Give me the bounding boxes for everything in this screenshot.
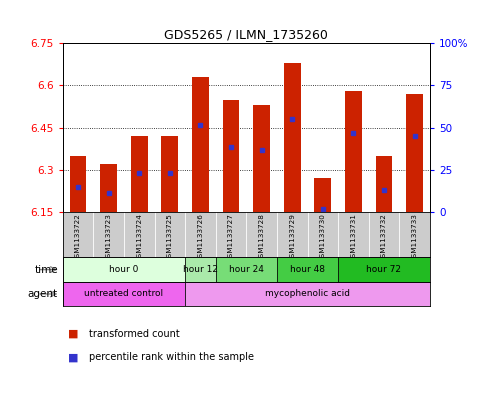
Bar [63,282,185,306]
Text: time: time [34,264,58,275]
Text: GSM1133728: GSM1133728 [258,213,265,263]
Text: mycophenolic acid: mycophenolic acid [265,290,350,298]
Text: hour 12: hour 12 [183,265,218,274]
Text: GSM1133726: GSM1133726 [198,213,203,263]
Text: hour 48: hour 48 [290,265,325,274]
Text: ■: ■ [68,329,78,339]
Bar [338,257,430,282]
Text: GDS5265 / ILMN_1735260: GDS5265 / ILMN_1735260 [164,28,328,41]
Bar [70,156,86,212]
Text: GSM1133729: GSM1133729 [289,213,295,263]
Text: agent: agent [28,289,58,299]
Bar [314,178,331,212]
Bar [161,136,178,212]
Bar [376,156,392,212]
Text: GSM1133733: GSM1133733 [412,213,418,263]
Text: transformed count: transformed count [89,329,180,339]
Text: GSM1133730: GSM1133730 [320,213,326,263]
Text: GSM1133732: GSM1133732 [381,213,387,263]
Bar [185,282,430,306]
Text: GSM1133724: GSM1133724 [136,213,142,263]
Bar [131,136,148,212]
Bar [100,164,117,212]
Text: GSM1133725: GSM1133725 [167,213,173,263]
Bar [192,77,209,212]
Bar [216,257,277,282]
Bar [223,99,240,212]
Bar [284,63,300,212]
Text: hour 72: hour 72 [367,265,401,274]
Text: GSM1133722: GSM1133722 [75,213,81,263]
Bar [277,257,338,282]
Text: GSM1133723: GSM1133723 [106,213,112,263]
Text: hour 0: hour 0 [109,265,139,274]
Bar [406,94,423,212]
Text: GSM1133727: GSM1133727 [228,213,234,263]
Bar [185,257,216,282]
Text: GSM1133731: GSM1133731 [350,213,356,263]
Text: ■: ■ [68,352,78,362]
Bar [253,105,270,212]
Bar [345,91,362,212]
Text: untreated control: untreated control [85,290,164,298]
Bar [63,257,185,282]
Text: hour 24: hour 24 [229,265,264,274]
Text: percentile rank within the sample: percentile rank within the sample [89,352,255,362]
